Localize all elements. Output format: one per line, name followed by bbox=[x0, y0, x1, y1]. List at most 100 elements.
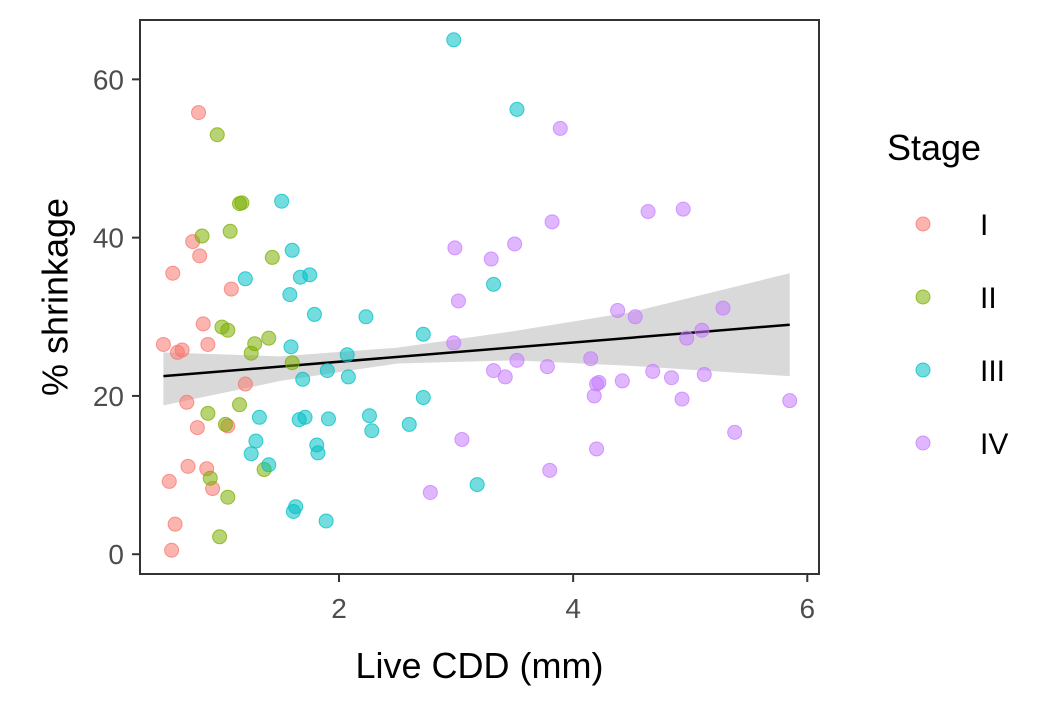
data-point bbox=[261, 330, 277, 346]
data-point bbox=[422, 484, 438, 500]
legend-label: I bbox=[980, 209, 988, 242]
data-point bbox=[674, 391, 690, 407]
data-point bbox=[220, 489, 236, 505]
data-point bbox=[483, 251, 499, 267]
legend-label: II bbox=[980, 282, 997, 315]
data-point bbox=[319, 363, 335, 379]
data-point bbox=[610, 302, 626, 318]
data-point bbox=[507, 236, 523, 252]
confidence-band bbox=[163, 273, 790, 406]
y-tick-label: 0 bbox=[108, 539, 124, 570]
data-point bbox=[509, 352, 525, 368]
data-point bbox=[640, 204, 656, 220]
data-point bbox=[288, 499, 304, 515]
series-II bbox=[194, 127, 300, 545]
data-point bbox=[782, 393, 798, 409]
data-point bbox=[264, 249, 280, 265]
data-point bbox=[234, 195, 250, 211]
data-point bbox=[401, 416, 417, 432]
x-tick-label: 2 bbox=[331, 593, 347, 624]
data-point bbox=[450, 293, 466, 309]
data-point bbox=[645, 363, 661, 379]
data-point bbox=[284, 355, 300, 371]
y-axis: 0 20 40 60 bbox=[93, 64, 140, 570]
data-point bbox=[583, 351, 599, 367]
data-point bbox=[447, 240, 463, 256]
data-point bbox=[174, 342, 190, 358]
data-point bbox=[486, 276, 502, 292]
data-point bbox=[161, 473, 177, 489]
data-point bbox=[497, 369, 513, 385]
data-point bbox=[446, 335, 462, 351]
data-point bbox=[251, 409, 267, 425]
data-point bbox=[155, 336, 171, 352]
data-point bbox=[222, 223, 238, 239]
y-tick-label: 20 bbox=[93, 381, 124, 412]
data-point bbox=[364, 423, 380, 439]
data-point bbox=[310, 445, 326, 461]
x-tick-label: 6 bbox=[800, 593, 816, 624]
data-point bbox=[591, 374, 607, 390]
data-point bbox=[237, 271, 253, 287]
data-point bbox=[248, 433, 264, 449]
data-point bbox=[446, 32, 462, 48]
data-point bbox=[192, 248, 208, 264]
data-point bbox=[358, 309, 374, 325]
data-point bbox=[339, 347, 355, 363]
data-point bbox=[486, 363, 502, 379]
data-point bbox=[306, 306, 322, 322]
data-point bbox=[627, 309, 643, 325]
x-tick-label: 4 bbox=[565, 593, 581, 624]
data-point bbox=[283, 339, 299, 355]
data-point bbox=[202, 470, 218, 486]
x-axis: 2 4 6 bbox=[331, 574, 815, 624]
y-tick-label: 60 bbox=[93, 64, 124, 95]
panel-border bbox=[139, 19, 820, 575]
series-IV bbox=[422, 120, 798, 500]
data-point bbox=[509, 101, 525, 117]
data-point bbox=[715, 300, 731, 316]
data-point bbox=[243, 446, 259, 462]
data-point bbox=[469, 477, 485, 493]
data-point bbox=[544, 214, 560, 230]
data-point bbox=[261, 457, 277, 473]
data-point bbox=[194, 228, 210, 244]
data-point bbox=[191, 105, 207, 121]
y-axis-title: % shrinkage bbox=[35, 198, 76, 396]
data-point bbox=[237, 376, 253, 392]
series-III bbox=[237, 32, 525, 529]
data-point bbox=[552, 120, 568, 136]
legend-key bbox=[915, 216, 931, 232]
data-point bbox=[361, 408, 377, 424]
data-point bbox=[165, 265, 181, 281]
data-point bbox=[217, 416, 233, 432]
data-point bbox=[180, 458, 196, 474]
data-point bbox=[542, 462, 558, 478]
data-point bbox=[415, 326, 431, 342]
data-point bbox=[318, 513, 334, 529]
legend-label: IV bbox=[980, 428, 1008, 461]
points-layer bbox=[155, 32, 798, 558]
data-point bbox=[167, 516, 183, 532]
data-point bbox=[200, 405, 216, 421]
data-point bbox=[200, 336, 216, 352]
data-point bbox=[302, 267, 318, 283]
data-point bbox=[189, 420, 205, 436]
confidence-band-layer bbox=[163, 273, 790, 406]
data-point bbox=[679, 330, 695, 346]
legend-label: III bbox=[980, 355, 1005, 388]
series-I bbox=[155, 105, 253, 558]
data-point bbox=[274, 193, 290, 209]
legend-key bbox=[915, 289, 931, 305]
data-point bbox=[212, 529, 228, 545]
data-point bbox=[539, 359, 555, 375]
data-point bbox=[164, 542, 180, 558]
data-point bbox=[295, 371, 311, 387]
data-point bbox=[696, 367, 712, 383]
y-tick-label: 40 bbox=[93, 223, 124, 254]
data-point bbox=[415, 390, 431, 406]
data-point bbox=[223, 281, 239, 297]
